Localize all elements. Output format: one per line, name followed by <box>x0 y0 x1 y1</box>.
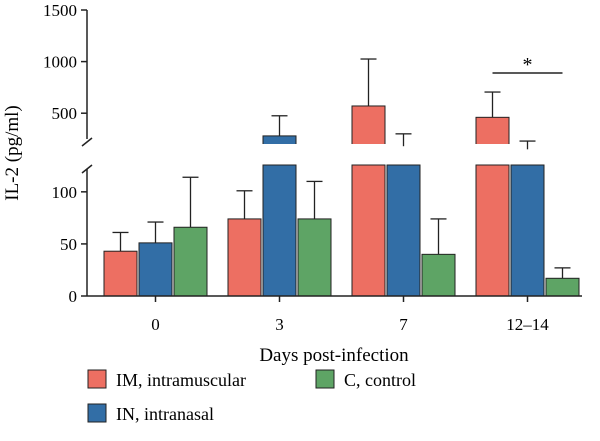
x-tick-label-0: 0 <box>151 315 160 334</box>
bar-lower-1-2 <box>386 164 421 297</box>
y-axis-break-mark-lower <box>81 164 93 174</box>
bar-break-gap-1-1 <box>262 144 297 164</box>
legend-label-0: IM, intramuscular <box>116 370 246 390</box>
bar-break-gap-0-2 <box>351 144 386 164</box>
x-tick-label-1: 3 <box>275 315 284 334</box>
bar-2-0 <box>173 226 208 297</box>
x-tick-label-2: 7 <box>399 315 408 334</box>
bar-lower-1-3 <box>510 164 545 297</box>
y-tick-label-lower-2: 100 <box>52 183 78 202</box>
y-tick-label-upper-2: 1500 <box>43 1 77 20</box>
bar-break-gap-0-3 <box>475 144 510 164</box>
bar-1-0 <box>138 242 173 297</box>
x-tick-label-3: 12–14 <box>506 315 549 334</box>
legend-swatch-2 <box>315 369 335 389</box>
bar-2-3 <box>545 277 580 297</box>
y-tick-label-lower-1: 50 <box>60 235 77 254</box>
y-tick-label-upper-0: 500 <box>52 104 78 123</box>
bar-lower-0-2 <box>351 164 386 297</box>
y-tick-label-upper-1: 1000 <box>43 53 77 72</box>
legend-label-2: C, control <box>344 370 416 390</box>
legend-swatch-0 <box>87 369 107 389</box>
bar-lower-1-1 <box>262 164 297 297</box>
bar-0-1 <box>227 218 262 297</box>
bar-upper-0-2 <box>351 105 386 146</box>
significance-label: * <box>523 54 533 76</box>
bar-0-0 <box>103 250 138 297</box>
y-tick-label-lower-0: 0 <box>69 287 78 306</box>
bar-2-1 <box>297 218 332 297</box>
bar-lower-0-3 <box>475 164 510 297</box>
y-axis-title: IL-2 (pg/ml) <box>2 105 23 201</box>
bar-upper-1-1 <box>262 135 297 146</box>
bar-upper-0-3 <box>475 116 510 146</box>
bar-2-2 <box>421 253 456 297</box>
legend-swatch-1 <box>87 403 107 423</box>
y-axis-break-mark-upper <box>81 137 93 147</box>
x-axis-title: Days post-infection <box>259 345 409 366</box>
bar-break-gap-1-3 <box>510 144 545 164</box>
legend-label-1: IN, intranasal <box>116 404 214 424</box>
bar-break-gap-1-2 <box>386 144 421 164</box>
